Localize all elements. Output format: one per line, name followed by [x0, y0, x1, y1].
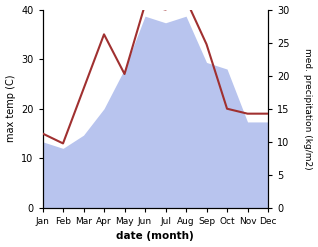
Y-axis label: max temp (C): max temp (C)	[5, 75, 16, 143]
Y-axis label: med. precipitation (kg/m2): med. precipitation (kg/m2)	[303, 48, 313, 169]
X-axis label: date (month): date (month)	[116, 231, 194, 242]
